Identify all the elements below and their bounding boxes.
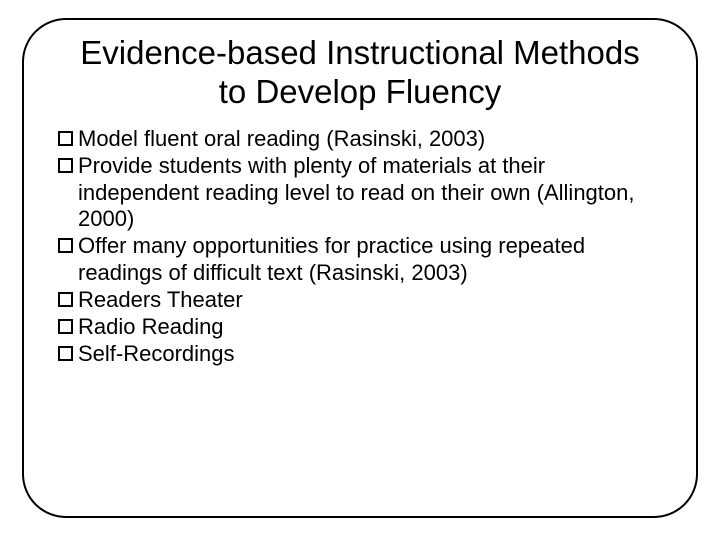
square-bullet-icon (58, 238, 73, 253)
square-bullet-icon (58, 131, 73, 146)
bullet-text: Provide students with plenty of material… (78, 153, 662, 233)
list-item: Model fluent oral reading (Rasinski, 200… (58, 126, 662, 153)
list-item: Readers Theater (58, 287, 662, 314)
bullet-text: Offer many opportunities for practice us… (78, 233, 662, 287)
square-bullet-icon (58, 158, 73, 173)
list-item: Offer many opportunities for practice us… (58, 233, 662, 287)
list-item: Radio Reading (58, 314, 662, 341)
square-bullet-icon (58, 346, 73, 361)
bullet-text: Radio Reading (78, 314, 662, 341)
bullet-list: Model fluent oral reading (Rasinski, 200… (58, 126, 662, 367)
slide: Evidence-based Instructional Methods to … (0, 0, 720, 540)
list-item: Provide students with plenty of material… (58, 153, 662, 233)
square-bullet-icon (58, 292, 73, 307)
list-item: Self-Recordings (58, 341, 662, 368)
bullet-text: Readers Theater (78, 287, 662, 314)
square-bullet-icon (58, 319, 73, 334)
bullet-text: Model fluent oral reading (Rasinski, 200… (78, 126, 662, 153)
slide-frame: Evidence-based Instructional Methods to … (22, 18, 698, 518)
slide-title: Evidence-based Instructional Methods to … (58, 34, 662, 112)
bullet-text: Self-Recordings (78, 341, 662, 368)
